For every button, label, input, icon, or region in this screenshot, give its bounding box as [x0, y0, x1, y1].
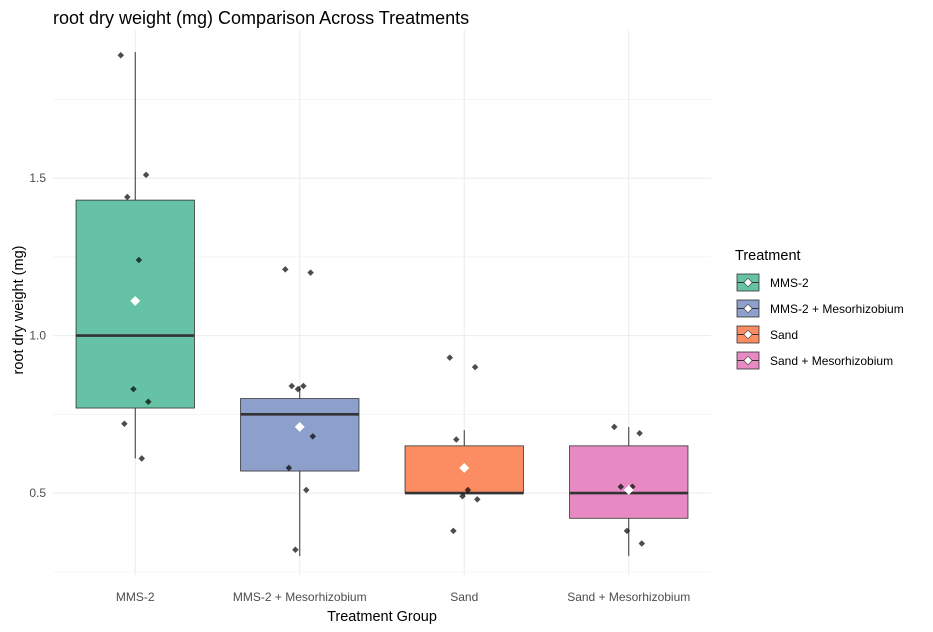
legend-title: Treatment	[735, 248, 801, 264]
legend: Treatment MMS-2 MMS-2 + Mesorhizobium Sand…	[735, 248, 904, 370]
plot-area	[75, 51, 689, 557]
legend-item: Sand	[736, 325, 798, 344]
legend-swatch-marker	[743, 303, 753, 314]
mean-marker	[459, 462, 470, 473]
x-tick-label: MMS-2	[116, 590, 155, 604]
legend-item: MMS-2	[736, 273, 809, 292]
data-point	[307, 269, 314, 276]
x-axis-ticks: MMS-2 MMS-2 + Mesorhizobium Sand Sand + Mes…	[116, 590, 690, 604]
data-point	[309, 433, 317, 440]
y-axis-title: root dry weight (mg)	[11, 246, 27, 375]
x-axis-title: Treatment Group	[327, 609, 437, 625]
data-point	[285, 464, 293, 472]
data-point	[282, 266, 289, 273]
data-point	[617, 483, 625, 491]
data-point	[611, 423, 618, 431]
y-axis-ticks: 0.5 1.0 1.5	[29, 171, 46, 500]
data-point	[464, 486, 472, 494]
data-point	[138, 455, 146, 462]
legend-swatch-marker	[743, 277, 753, 288]
data-point	[450, 527, 457, 535]
x-tick-label: Sand + Mesorhizobium	[567, 590, 690, 604]
data-point	[292, 546, 299, 554]
data-point	[145, 398, 152, 405]
mean-marker	[294, 421, 305, 432]
legend-items: MMS-2 MMS-2 + Mesorhizobium Sand Sand + Mes…	[736, 273, 904, 370]
data-point	[459, 492, 466, 500]
legend-label: MMS-2	[770, 276, 809, 290]
data-point	[121, 420, 128, 428]
legend-swatch-marker	[743, 329, 753, 340]
data-point	[142, 171, 150, 179]
legend-label: Sand	[770, 328, 798, 342]
data-point	[453, 436, 460, 443]
data-point	[446, 354, 454, 361]
data-point	[294, 385, 302, 393]
box	[569, 445, 689, 519]
data-point	[130, 385, 137, 393]
legend-item: MMS-2 + Mesorhizobium	[736, 299, 904, 318]
data-point	[471, 363, 479, 371]
legend-label: MMS-2 + Mesorhizobium	[770, 302, 904, 316]
data-point	[474, 496, 481, 503]
chart-title: root dry weight (mg) Comparison Across T…	[53, 8, 469, 28]
box-group	[75, 51, 195, 462]
data-point	[117, 51, 125, 59]
data-point	[623, 527, 631, 535]
mean-marker	[130, 295, 141, 306]
data-point	[300, 382, 307, 390]
box-group	[569, 423, 689, 557]
x-tick-label: Sand	[450, 590, 478, 604]
mean-marker	[623, 484, 634, 495]
data-point	[124, 193, 131, 201]
x-tick-label: MMS-2 + Mesorhizobium	[233, 590, 367, 604]
box	[240, 398, 360, 472]
box-group	[404, 354, 524, 535]
data-point	[303, 486, 310, 494]
legend-swatch-marker	[743, 355, 753, 366]
box-group	[240, 266, 360, 557]
data-point	[638, 540, 646, 547]
data-point	[288, 382, 296, 390]
legend-label: Sand + Mesorhizobium	[770, 354, 893, 368]
data-point	[135, 256, 143, 264]
legend-item: Sand + Mesorhizobium	[736, 351, 893, 370]
y-tick-label: 0.5	[29, 486, 46, 500]
data-point	[636, 429, 643, 437]
y-tick-label: 1.0	[29, 329, 46, 343]
y-tick-label: 1.5	[29, 171, 46, 185]
